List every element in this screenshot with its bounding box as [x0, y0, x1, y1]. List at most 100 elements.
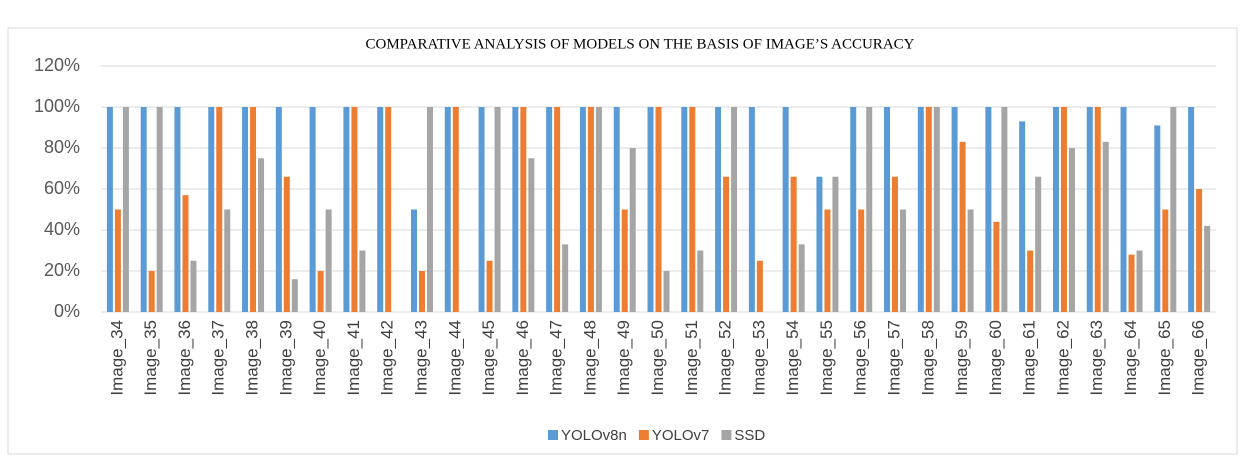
bar: [258, 158, 265, 312]
bar: [242, 107, 249, 312]
x-tick-label: Image_47: [547, 320, 566, 396]
bar: [731, 107, 738, 312]
bar: [410, 209, 417, 312]
x-tick-label: Image_46: [513, 320, 532, 396]
bar: [359, 250, 366, 312]
x-tick-label: Image_51: [682, 320, 701, 396]
bar: [528, 158, 535, 312]
bar: [520, 107, 527, 312]
bar: [1188, 107, 1195, 312]
bar: [681, 107, 688, 312]
bar: [689, 107, 696, 312]
y-tick-label: 0%: [54, 301, 80, 321]
bar: [579, 107, 586, 312]
legend-swatch: [548, 430, 558, 440]
bar: [325, 209, 332, 312]
bar: [291, 279, 298, 312]
bar: [1128, 254, 1135, 312]
bar: [587, 107, 594, 312]
bar: [494, 107, 501, 312]
bar: [546, 107, 553, 312]
bar: [748, 107, 755, 312]
bar: [1120, 107, 1127, 312]
bar: [933, 107, 940, 312]
bar: [1170, 107, 1177, 312]
bar: [756, 260, 763, 312]
bar: [866, 107, 873, 312]
legend-label: YOLOv8n: [561, 427, 627, 444]
bar: [1162, 209, 1169, 312]
bar: [782, 107, 789, 312]
bar: [1086, 107, 1093, 312]
bar: [122, 107, 129, 312]
x-tick-label: Image_50: [648, 320, 667, 396]
y-tick-label: 40%: [44, 219, 80, 239]
bar: [1052, 107, 1059, 312]
bar: [595, 107, 602, 312]
x-tick-label: Image_66: [1189, 320, 1208, 396]
x-tick-label: Image_65: [1155, 320, 1174, 396]
y-tick-label: 100%: [34, 96, 80, 116]
bar: [697, 250, 704, 312]
bar: [385, 107, 392, 312]
bar: [1196, 189, 1203, 312]
x-tick-label: Image_38: [243, 320, 262, 396]
bar: [1019, 121, 1026, 312]
bar: [452, 107, 459, 312]
bar: [884, 107, 891, 312]
bar: [283, 176, 290, 312]
bar: [900, 209, 907, 312]
x-tick-label: Image_56: [851, 320, 870, 396]
x-tick-label: Image_61: [1020, 320, 1039, 396]
legend-label: SSD: [734, 427, 765, 444]
x-tick-label: Image_53: [749, 320, 768, 396]
chart-title: COMPARATIVE ANALYSIS OF MODELS ON THE BA…: [365, 36, 914, 52]
y-tick-label: 80%: [44, 137, 80, 157]
bar: [985, 107, 992, 312]
bar: [647, 107, 654, 312]
bar: [967, 209, 974, 312]
x-tick-label: Image_43: [411, 320, 430, 396]
bar: [832, 176, 839, 312]
x-tick-label: Image_36: [175, 320, 194, 396]
y-tick-label: 120%: [34, 55, 80, 75]
x-tick-label: Image_42: [378, 320, 397, 396]
bar: [182, 195, 189, 312]
legend-swatch: [721, 430, 732, 440]
bar: [1060, 107, 1067, 312]
x-tick-label: Image_60: [986, 320, 1005, 396]
bar: [723, 176, 730, 312]
bar: [663, 271, 670, 312]
x-tick-label: Image_62: [1053, 320, 1072, 396]
bar: [629, 148, 636, 312]
legend-swatch: [638, 430, 649, 440]
bar: [309, 107, 316, 312]
bar: [1035, 176, 1042, 312]
bar: [798, 244, 805, 312]
bar: [1136, 250, 1143, 312]
bar: [917, 107, 924, 312]
bar: [317, 271, 324, 312]
bar: [418, 271, 425, 312]
bar: [1102, 141, 1109, 312]
bar: [140, 107, 147, 312]
y-tick-label: 20%: [44, 260, 80, 280]
x-tick-label: Image_52: [716, 320, 735, 396]
bar: [114, 209, 121, 312]
bar: [951, 107, 958, 312]
x-tick-label: Image_34: [107, 320, 126, 396]
x-tick-label: Image_64: [1121, 320, 1140, 396]
x-tick-label: Image_49: [614, 320, 633, 396]
bar: [343, 107, 350, 312]
x-tick-label: Image_55: [817, 320, 836, 396]
bar: [824, 209, 831, 312]
bar: [1204, 225, 1211, 312]
bar: [621, 209, 628, 312]
bar: [858, 209, 865, 312]
bar: [790, 176, 797, 312]
bar: [224, 209, 231, 312]
y-tick-label: 60%: [44, 178, 80, 198]
bar: [208, 107, 215, 312]
bar: [1154, 125, 1161, 312]
